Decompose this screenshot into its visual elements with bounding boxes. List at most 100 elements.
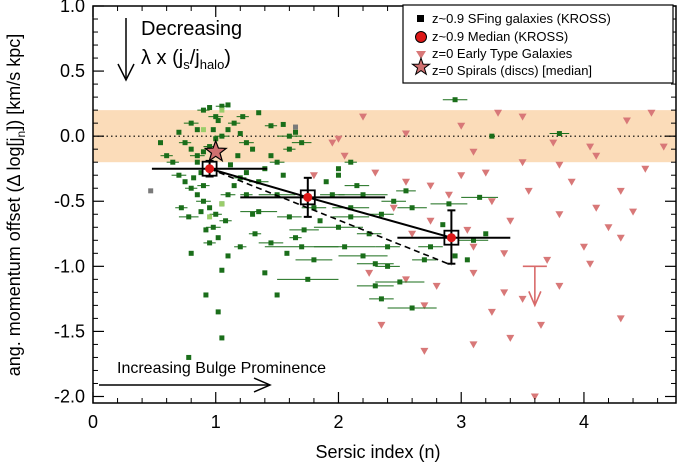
sfing-point: [385, 263, 391, 269]
sfing-point: [397, 279, 403, 285]
sfing-point: [213, 114, 219, 120]
sfing-point: [556, 131, 562, 137]
sfing-point: [250, 211, 256, 217]
etg-point: [616, 234, 625, 242]
sfing-point: [188, 146, 194, 152]
sfing-point: [305, 276, 311, 282]
sfing-point: [219, 267, 225, 273]
sfing-point: [182, 140, 188, 146]
etg-point: [469, 341, 478, 349]
etg-point: [579, 243, 588, 251]
sfing-point: [207, 205, 213, 211]
sfing-point: [198, 170, 204, 176]
sfing-point: [250, 146, 256, 152]
etg-point: [426, 182, 435, 190]
legend-marker-square: [417, 15, 424, 22]
plot-frame: [92, 5, 677, 404]
sfing-point: [231, 120, 237, 126]
sfing-point: [280, 121, 286, 127]
sfing-point: [243, 170, 249, 176]
sfing-point: [286, 214, 292, 220]
sfing-point: [194, 127, 200, 133]
etg-point: [469, 243, 478, 251]
sfing-point: [256, 110, 262, 116]
sfing-point: [385, 244, 391, 250]
sfing-point: [286, 133, 292, 139]
formula-part-1: λ x (j: [141, 47, 183, 69]
sfing-point: [409, 305, 415, 311]
sfing-point: [329, 192, 335, 198]
sfing-point: [225, 253, 231, 259]
sfing-point: [188, 185, 194, 191]
sfing-point: [311, 205, 317, 211]
etg-point: [487, 198, 496, 206]
sfing-point: [464, 257, 470, 263]
etg-point: [543, 256, 552, 264]
sfing-point: [348, 205, 354, 211]
etg-point: [659, 143, 668, 151]
median-square: [201, 160, 218, 177]
sfing-point-light: [219, 107, 225, 113]
decreasing-annotation: Decreasing λ x (js/jhalo): [117, 18, 242, 82]
sfing-point: [203, 292, 209, 298]
etg-point: [401, 276, 410, 284]
sfing-point: [311, 257, 317, 263]
y-axis-label-part-2: log[j: [4, 137, 24, 175]
sfing-point: [186, 214, 192, 220]
sfing-point: [219, 335, 225, 341]
etg-point: [389, 204, 398, 212]
sfing-point: [403, 188, 409, 194]
sfing-point: [240, 114, 246, 120]
sfing-point: [194, 153, 200, 159]
sfing-point: [256, 209, 262, 215]
sfing-point: [215, 235, 221, 241]
sfing-point: [378, 211, 384, 217]
sfing-point: [421, 257, 427, 263]
sfing-point: [219, 133, 225, 139]
etg-point: [647, 109, 656, 117]
sfing-layer: [148, 97, 570, 360]
sfing-point: [200, 107, 206, 113]
sfing-point: [194, 192, 200, 198]
etg-point: [530, 393, 539, 401]
etg-point: [420, 347, 429, 355]
formula-sub-s: s: [183, 57, 190, 72]
sfing-point: [219, 103, 225, 109]
sfing-point: [186, 354, 192, 360]
sfing-point: [428, 244, 434, 250]
etg-point: [592, 204, 601, 212]
sfing-point: [299, 140, 305, 146]
etg-layer: [309, 109, 668, 401]
sfing-point: [317, 218, 323, 224]
etg-point: [469, 148, 478, 156]
sfing-point: [335, 166, 341, 172]
tick-layer: 0 1 2 3 4 1.0 0.5 0.0 -0.5 -1.0 -1.5 -2.0: [54, 0, 676, 432]
median-point: [205, 164, 215, 174]
sfing-point: [252, 231, 258, 237]
y-tick-label: -1.0: [54, 256, 85, 276]
sfing-point: [210, 127, 216, 133]
sfing-point: [200, 149, 206, 155]
sfing-point: [489, 133, 495, 139]
etg-point: [549, 139, 558, 147]
formula-sub-halo: halo: [200, 57, 225, 72]
legend-label-etg: z=0 Early Type Galaxies: [432, 46, 573, 61]
scatter-band: [93, 110, 676, 163]
sfing-point: [440, 222, 446, 228]
legend-label-spirals: z=0 Spirals (discs) [median]: [432, 63, 592, 78]
x-axis-label: Sersic index (n): [315, 442, 440, 462]
sfing-point: [335, 224, 341, 230]
y-axis-label-delta: Δ: [4, 175, 24, 187]
etg-point: [555, 211, 564, 219]
bulge-text: Increasing Bulge Prominence: [117, 360, 326, 377]
etg-point: [408, 230, 417, 238]
etg-point: [506, 217, 515, 225]
etg-point: [604, 224, 613, 232]
sfing-point: [200, 183, 206, 189]
y-tick-label: -1.5: [54, 321, 85, 341]
etg-point: [506, 334, 515, 342]
legend-label-sfing: z~0.9 SFing galaxies (KROSS): [432, 11, 611, 26]
sfing-point: [227, 162, 233, 168]
x-tick-label: 0: [88, 412, 98, 432]
